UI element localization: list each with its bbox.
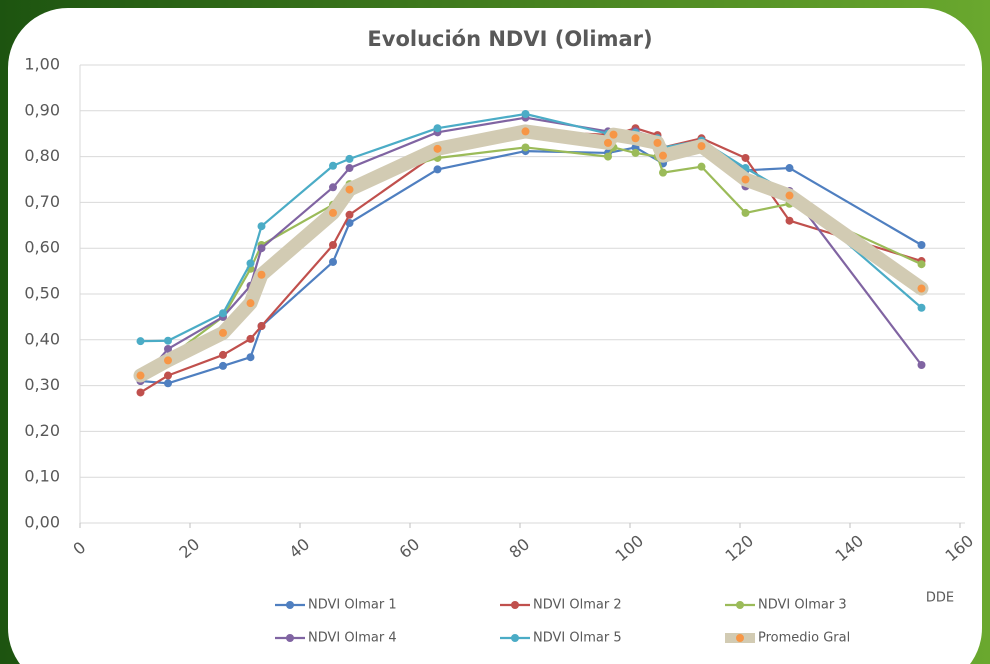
point <box>136 371 145 380</box>
y-tick-label: 0,30 <box>24 375 60 394</box>
point <box>433 165 442 174</box>
point <box>631 134 640 143</box>
point <box>246 334 255 343</box>
point <box>345 185 354 194</box>
point <box>329 257 337 266</box>
point <box>659 168 667 177</box>
y-tick-label: 0,50 <box>24 284 60 303</box>
point <box>697 142 706 151</box>
y-tick-label: 0,00 <box>24 513 60 532</box>
legend-marker <box>286 601 294 609</box>
point <box>329 161 337 170</box>
chart-title: Evolución NDVI (Olimar) <box>367 27 652 51</box>
point <box>164 379 172 388</box>
point <box>246 353 255 362</box>
y-tick-label: 0,20 <box>24 421 60 440</box>
point <box>164 371 172 380</box>
point <box>257 222 266 231</box>
point <box>653 138 662 147</box>
point <box>917 303 926 312</box>
point <box>741 153 750 162</box>
point <box>697 162 706 171</box>
point <box>521 143 530 152</box>
point <box>521 110 530 119</box>
point <box>521 127 530 136</box>
legend-marker <box>286 634 294 642</box>
point <box>604 152 612 161</box>
legend-marker <box>511 634 519 642</box>
point <box>345 164 354 173</box>
point <box>917 360 926 369</box>
point <box>257 270 266 279</box>
legend-label: Promedio Gral <box>758 631 850 646</box>
point <box>433 124 442 133</box>
series-line <box>139 146 923 380</box>
y-tick-label: 0,10 <box>24 467 60 486</box>
point <box>433 144 442 153</box>
point <box>329 183 337 192</box>
y-tick-label: 0,60 <box>24 238 60 257</box>
legend-label: NDVI Olmar 5 <box>533 631 622 646</box>
point <box>257 244 266 253</box>
point <box>219 309 227 318</box>
point <box>785 216 794 225</box>
point <box>329 208 337 217</box>
y-tick-label: 1,00 <box>24 55 60 74</box>
point <box>785 164 794 173</box>
legend-label: NDVI Olmar 4 <box>308 631 397 646</box>
point <box>917 284 926 293</box>
y-tick-label: 0,90 <box>24 100 60 119</box>
point <box>246 259 255 268</box>
point <box>164 356 172 365</box>
x-axis-label: DDE <box>926 591 954 606</box>
point <box>246 299 255 308</box>
series-line <box>133 124 929 383</box>
point <box>257 322 266 331</box>
point <box>219 350 227 359</box>
point <box>609 130 618 139</box>
point <box>604 138 612 147</box>
point <box>164 344 172 353</box>
point <box>741 175 750 184</box>
legend-label: NDVI Olmar 3 <box>758 598 847 613</box>
y-tick-label: 0,80 <box>24 146 60 165</box>
point <box>659 151 667 160</box>
y-tick-label: 0,70 <box>24 192 60 211</box>
point <box>219 361 227 370</box>
point <box>136 388 145 397</box>
legend-label: NDVI Olmar 1 <box>308 598 397 613</box>
point <box>219 328 227 337</box>
point <box>785 191 794 200</box>
point <box>164 336 172 345</box>
point <box>345 154 354 163</box>
legend-marker <box>511 601 519 609</box>
point <box>136 337 145 346</box>
legend-label: NDVI Olmar 2 <box>533 598 622 613</box>
point <box>345 219 354 228</box>
point <box>345 210 354 219</box>
point <box>917 260 926 269</box>
point <box>917 240 926 249</box>
point <box>631 148 640 157</box>
point <box>741 208 750 217</box>
legend-marker <box>736 601 744 609</box>
point <box>329 240 337 249</box>
panel <box>8 8 982 664</box>
y-tick-label: 0,40 <box>24 329 60 348</box>
legend-marker <box>736 634 744 642</box>
